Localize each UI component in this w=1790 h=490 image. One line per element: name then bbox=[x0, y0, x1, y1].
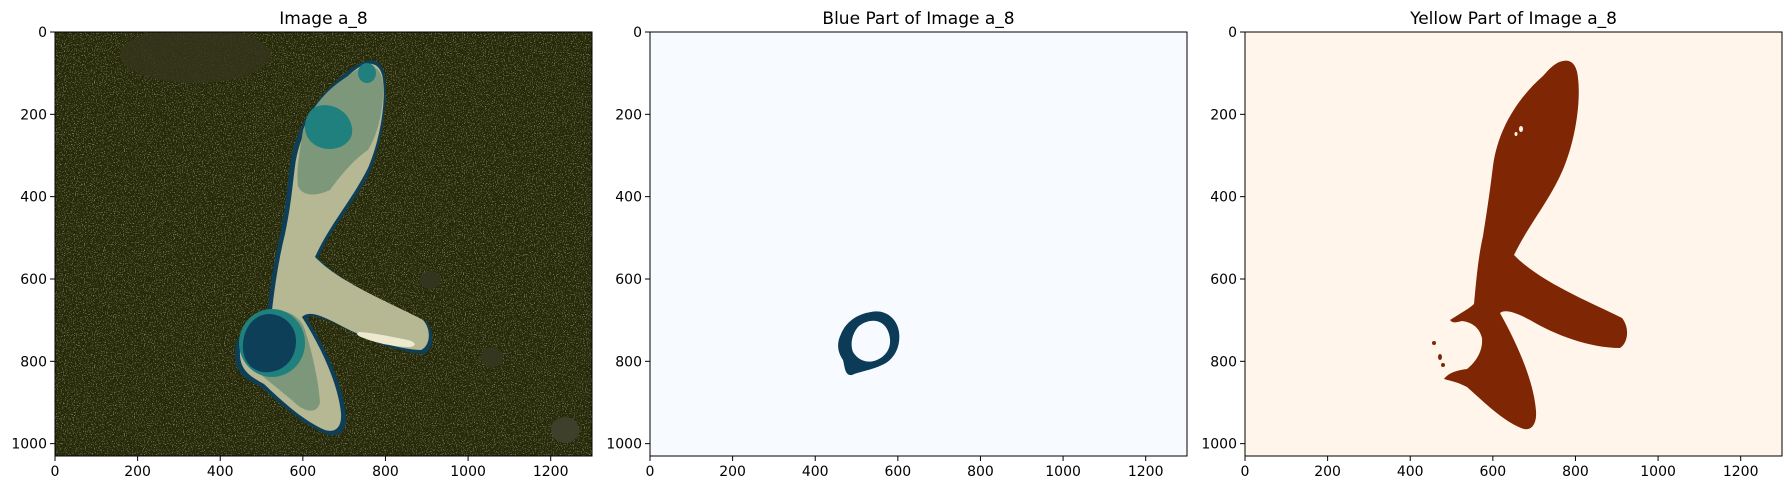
specimen-navy-core bbox=[242, 314, 297, 373]
y-axis: 0 200 400 600 800 1000 bbox=[606, 25, 650, 453]
x-tick-label: 800 bbox=[1562, 464, 1589, 480]
mask-background bbox=[650, 32, 1187, 456]
y-tick-label: 200 bbox=[20, 107, 47, 123]
y-tick-label: 600 bbox=[1210, 272, 1237, 288]
y-axis: 0 200 400 600 800 1000 bbox=[1201, 25, 1245, 453]
y-axis: 0 200 400 600 800 1000 bbox=[11, 25, 55, 453]
y-tick-label: 600 bbox=[20, 272, 47, 288]
mask-hole bbox=[1519, 126, 1523, 132]
mask-speckle bbox=[1432, 341, 1436, 345]
image-yellow-mask bbox=[1245, 32, 1782, 456]
image-blue-mask bbox=[650, 32, 1187, 456]
x-axis: 0 200 400 600 800 1000 1200 bbox=[1241, 456, 1759, 480]
x-tick-label: 1000 bbox=[1045, 464, 1081, 480]
blue-mask-region bbox=[838, 311, 900, 376]
x-tick-label: 200 bbox=[719, 464, 746, 480]
panel-title: Yellow Part of Image a_8 bbox=[1409, 9, 1617, 29]
x-tick-label: 600 bbox=[1479, 464, 1506, 480]
y-tick-label: 200 bbox=[615, 107, 642, 123]
panel-title: Blue Part of Image a_8 bbox=[822, 9, 1014, 29]
panel-title: Image a_8 bbox=[279, 9, 367, 29]
x-tick-label: 0 bbox=[1241, 464, 1250, 480]
x-tick-label: 1200 bbox=[1723, 464, 1759, 480]
x-axis: 0 200 400 600 800 1000 1200 bbox=[646, 456, 1164, 480]
panel-blue-part: Blue Part of Image a_8 0 200 400 600 800 1000… bbox=[606, 9, 1188, 480]
x-tick-label: 600 bbox=[884, 464, 911, 480]
y-tick-label: 200 bbox=[1210, 107, 1237, 123]
yellow-mask-region bbox=[1444, 60, 1628, 430]
y-tick-label: 400 bbox=[1210, 190, 1237, 206]
y-tick-label: 400 bbox=[20, 190, 47, 206]
x-tick-label: 0 bbox=[646, 464, 655, 480]
mask-speckle bbox=[1441, 363, 1445, 367]
mask-speckle bbox=[1438, 354, 1442, 360]
x-tick-label: 1000 bbox=[1640, 464, 1676, 480]
background-blob bbox=[551, 417, 579, 443]
x-tick-label: 400 bbox=[207, 464, 234, 480]
specimen-spot-small bbox=[358, 63, 376, 83]
y-tick-label: 0 bbox=[633, 25, 642, 41]
specimen-highlight bbox=[357, 332, 415, 347]
x-tick-label: 0 bbox=[51, 464, 60, 480]
panel-yellow-part: Yellow Part of Image a_8 0 200 400 600 800 10… bbox=[1201, 9, 1783, 480]
axes-frame bbox=[649, 31, 1188, 457]
mask-hole bbox=[1514, 132, 1518, 136]
panel-original-image: Image a_8 bbox=[11, 9, 593, 480]
x-tick-label: 1200 bbox=[1128, 464, 1164, 480]
y-tick-label: 1000 bbox=[1201, 437, 1237, 453]
image-original bbox=[55, 32, 592, 456]
x-tick-label: 200 bbox=[124, 464, 151, 480]
y-tick-label: 0 bbox=[1228, 25, 1237, 41]
y-tick-label: 400 bbox=[615, 190, 642, 206]
x-tick-label: 800 bbox=[372, 464, 399, 480]
y-tick-label: 1000 bbox=[11, 437, 47, 453]
background-blob bbox=[120, 32, 270, 83]
x-tick-label: 1200 bbox=[533, 464, 569, 480]
background-blob bbox=[481, 347, 503, 367]
x-tick-label: 400 bbox=[1397, 464, 1424, 480]
x-tick-label: 1000 bbox=[450, 464, 486, 480]
y-tick-label: 0 bbox=[38, 25, 47, 41]
y-tick-label: 600 bbox=[615, 272, 642, 288]
x-tick-label: 600 bbox=[289, 464, 316, 480]
y-tick-label: 800 bbox=[1210, 354, 1237, 370]
x-axis: 0 200 400 600 800 1000 1200 bbox=[51, 456, 569, 480]
x-tick-label: 400 bbox=[802, 464, 829, 480]
specimen-teal-patch bbox=[305, 105, 353, 149]
y-tick-label: 800 bbox=[615, 354, 642, 370]
axes-frame bbox=[54, 31, 593, 457]
x-tick-label: 200 bbox=[1314, 464, 1341, 480]
axes-frame bbox=[1244, 31, 1783, 457]
x-tick-label: 800 bbox=[967, 464, 994, 480]
background-blob bbox=[420, 271, 440, 289]
y-tick-label: 1000 bbox=[606, 437, 642, 453]
y-tick-label: 800 bbox=[20, 354, 47, 370]
